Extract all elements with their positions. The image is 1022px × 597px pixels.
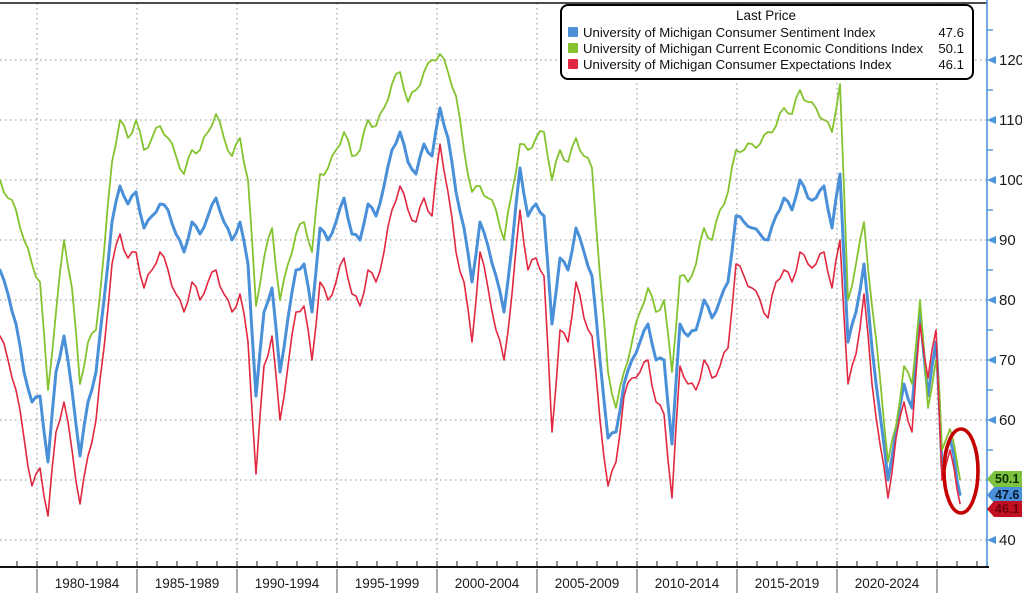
legend-item[interactable]: University of Michigan Consumer Expectat… — [568, 56, 964, 72]
series-line-current_conditions — [0, 53, 961, 481]
legend-rows: University of Michigan Consumer Sentimen… — [568, 24, 964, 72]
legend-series-value: 46.1 — [938, 56, 964, 72]
y-tick-label: 120 — [999, 52, 1022, 69]
x-group-label: 1995-1999 — [355, 576, 420, 591]
x-group-label: 2000-2004 — [455, 576, 520, 591]
y-tick-label: 110 — [999, 112, 1022, 129]
y-tick-label: 40 — [999, 532, 1016, 549]
x-group-label: 2015-2019 — [755, 576, 820, 591]
legend-swatch-icon — [568, 27, 578, 37]
y-tick-arrow — [987, 356, 996, 364]
annotation-ellipse — [942, 427, 980, 515]
x-group-label: 2020-2024 — [855, 576, 920, 591]
x-group-label: 1985-1989 — [155, 576, 220, 591]
y-tick-label: 70 — [999, 352, 1016, 369]
last-price-tag: 47.6 — [987, 487, 1022, 503]
x-group-label: 1990-1994 — [255, 576, 320, 591]
y-tick-arrow — [987, 56, 996, 64]
legend: Last Price University of Michigan Consum… — [560, 4, 974, 80]
legend-swatch-icon — [568, 43, 578, 53]
y-tick-label: 60 — [999, 412, 1016, 429]
x-group-label: 2010-2014 — [655, 576, 720, 591]
x-group-label: 2005-2009 — [555, 576, 620, 591]
last-price-tag: 46.1 — [987, 501, 1022, 517]
legend-item[interactable]: University of Michigan Current Economic … — [568, 40, 964, 56]
legend-series-name: University of Michigan Consumer Expectat… — [583, 56, 892, 72]
legend-series-value: 50.1 — [938, 40, 964, 56]
last-price-tag: 50.1 — [987, 471, 1022, 487]
series-line-sentiment — [0, 106, 962, 496]
legend-series-value: 47.6 — [938, 24, 964, 40]
y-tick-arrow — [987, 236, 996, 244]
y-tick-label: 80 — [999, 292, 1016, 309]
legend-title: Last Price — [735, 8, 797, 23]
y-tick-label: 100 — [999, 172, 1022, 189]
x-group-label: 1980-1984 — [55, 576, 120, 591]
series-line-expectations — [0, 143, 961, 517]
y-tick-arrow — [987, 416, 996, 424]
y-tick-arrow — [987, 296, 996, 304]
y-tick-arrow — [987, 116, 996, 124]
legend-swatch-icon — [568, 59, 578, 69]
y-tick-label: 90 — [999, 232, 1016, 249]
y-tick-arrow — [987, 536, 996, 544]
legend-item[interactable]: University of Michigan Consumer Sentimen… — [568, 24, 964, 40]
legend-series-name: University of Michigan Current Economic … — [583, 40, 924, 56]
y-tick-arrow — [987, 176, 996, 184]
legend-series-name: University of Michigan Consumer Sentimen… — [583, 24, 876, 40]
